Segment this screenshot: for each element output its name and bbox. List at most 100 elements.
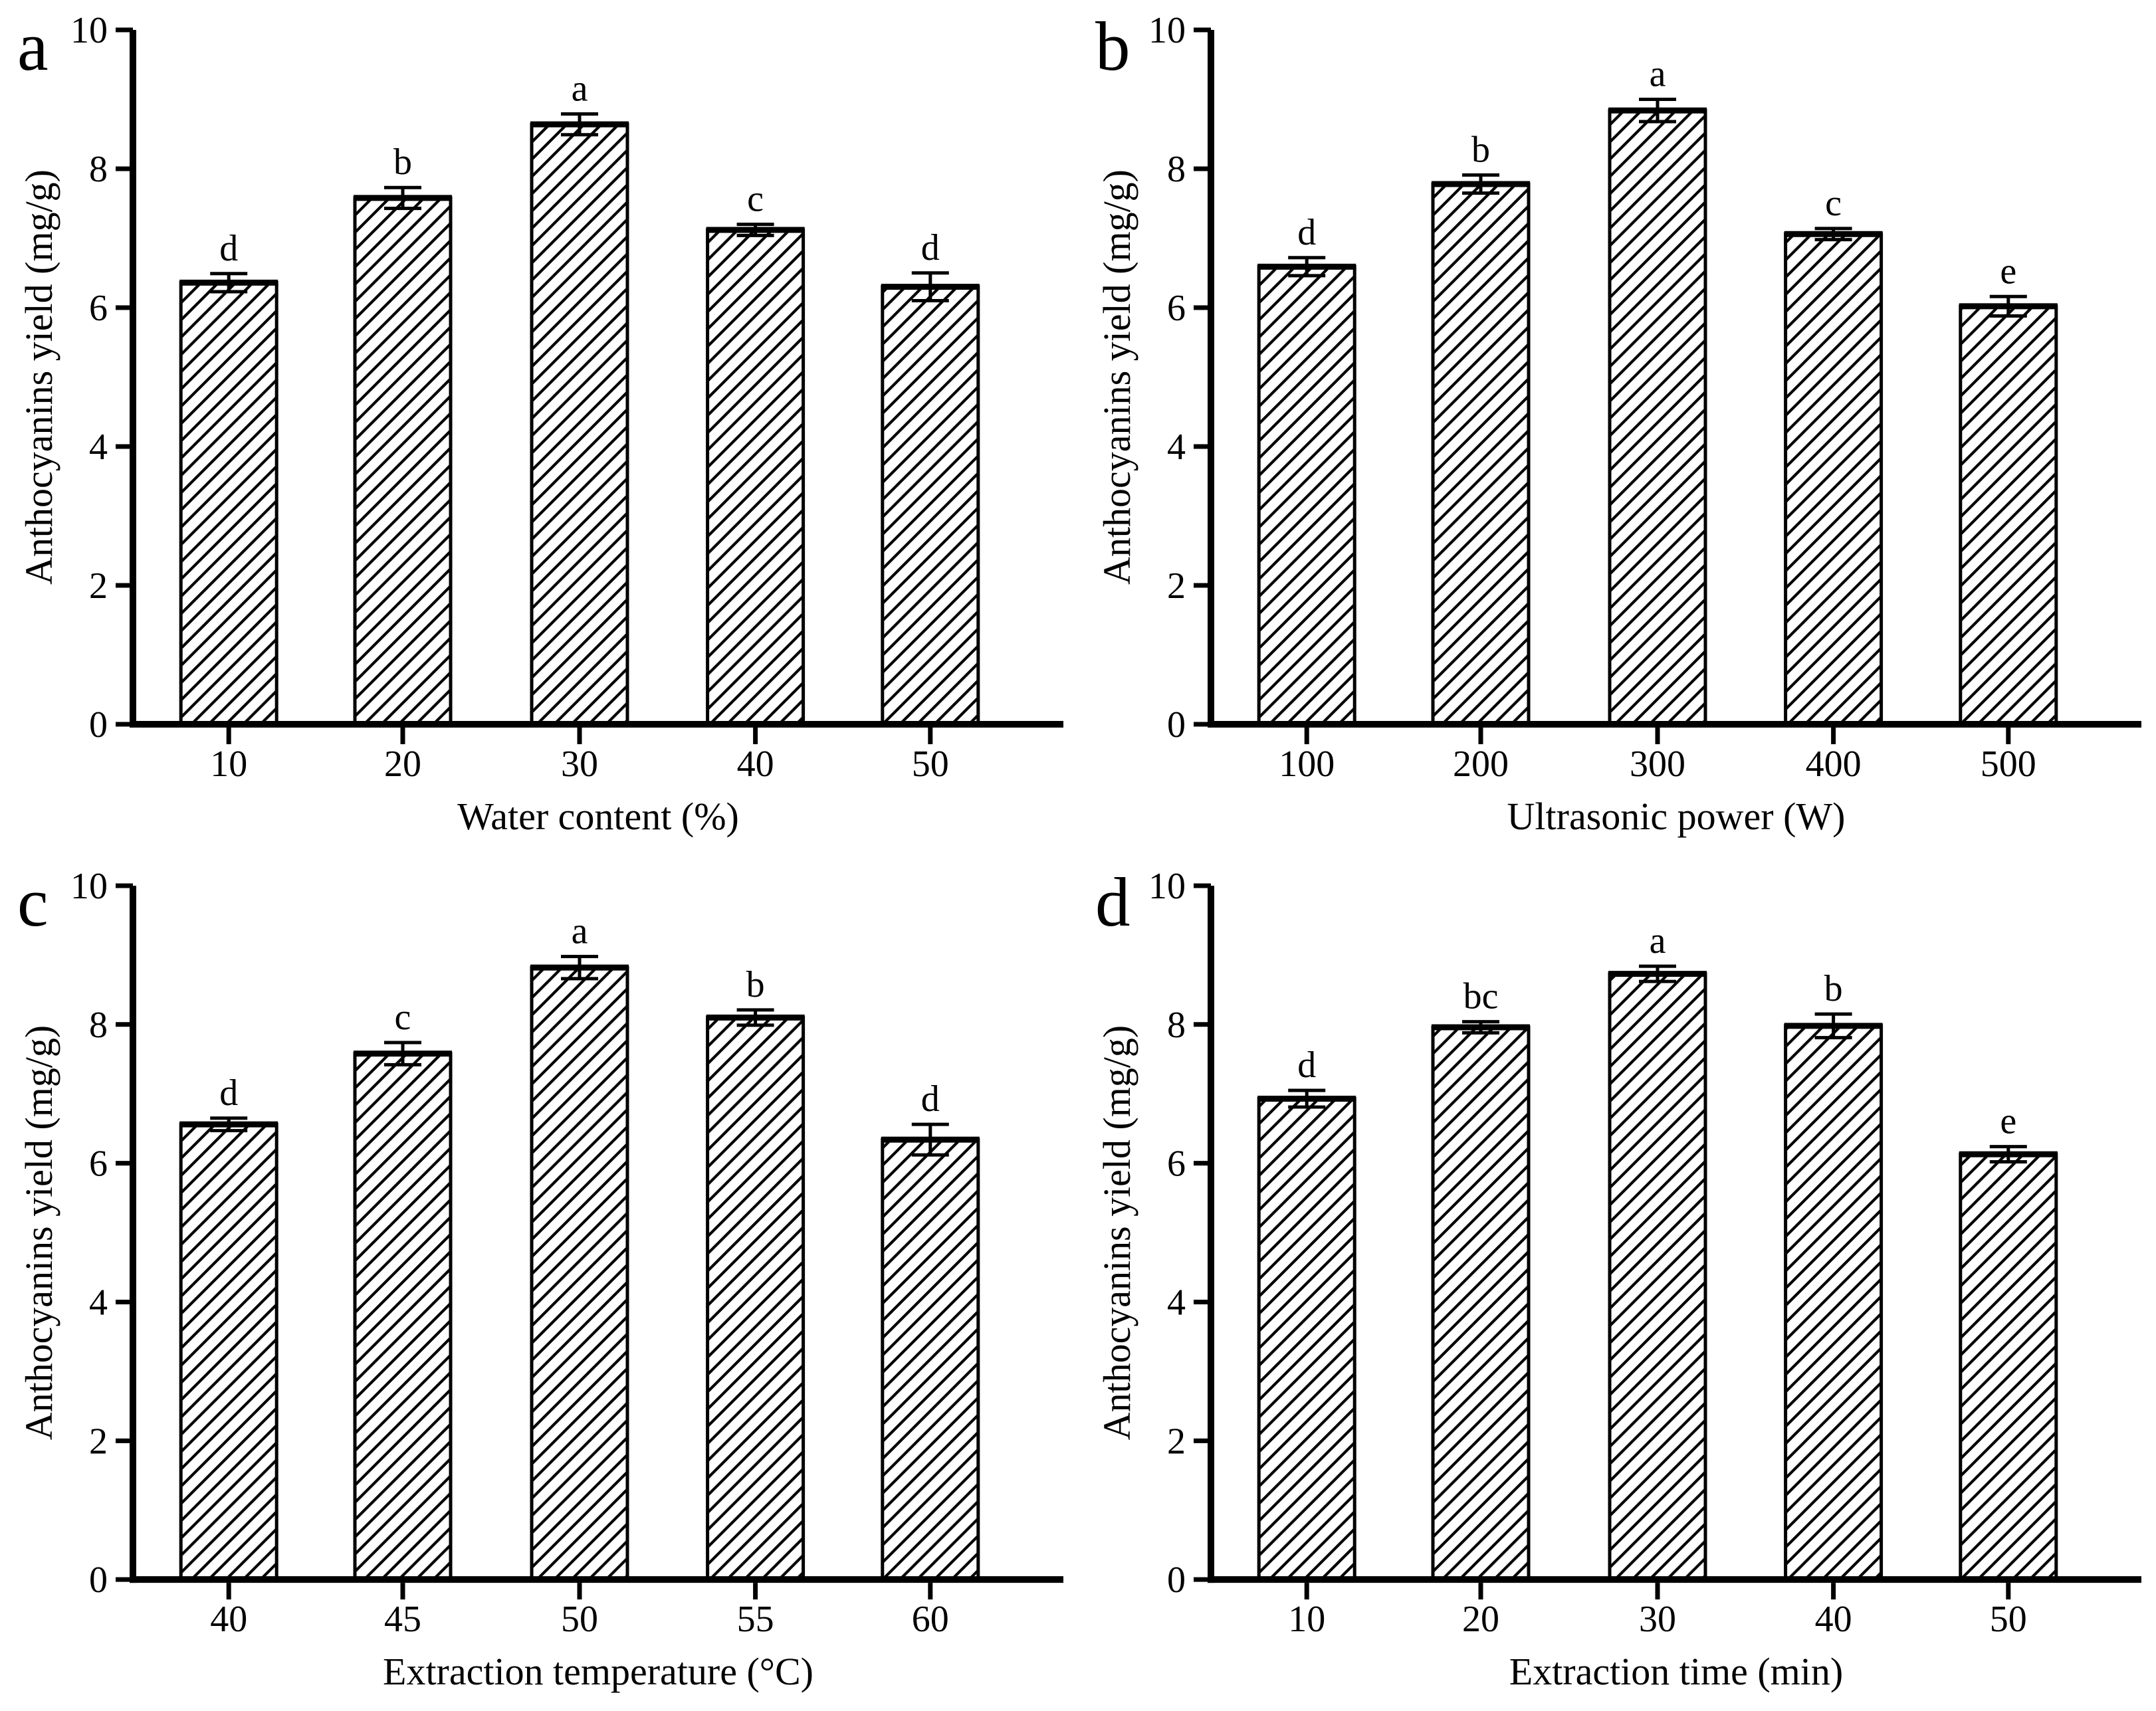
sig-letter: a (1650, 920, 1666, 961)
bar-30 (530, 122, 629, 726)
sig-letter: b (746, 964, 765, 1005)
sig-letter: b (393, 142, 412, 183)
panel-d-chart: d bc a b e 0 2 4 6 8 10 10 20 30 40 50 Extraction time (… (1095, 863, 2141, 1693)
bar-20 (1431, 1025, 1531, 1581)
panel-b: d b a c e 0 2 4 6 8 10 100 200 300 400 500 Ultrasonic po… (1078, 0, 2156, 856)
y-tick-label: 4 (1167, 427, 1186, 468)
x-tick-label: 55 (737, 1599, 774, 1640)
bar-group-30: a (1608, 920, 1707, 1581)
bar-30 (1608, 972, 1707, 1581)
y-tick-label: 6 (89, 288, 108, 329)
sig-letter: c (1825, 183, 1842, 224)
x-tick-label: 30 (561, 744, 598, 785)
y-tick-label: 0 (89, 704, 108, 746)
bar-group-400: c (1784, 183, 1884, 726)
bar-group-40: b (1784, 968, 1884, 1581)
y-tick-label: 2 (89, 565, 108, 607)
sig-letter: a (572, 68, 588, 109)
sig-letter: bc (1463, 976, 1499, 1017)
sig-letter: a (572, 911, 588, 952)
y-tick-label: 8 (89, 149, 108, 190)
panel-d: d bc a b e 0 2 4 6 8 10 10 20 30 40 50 Extraction time (… (1078, 856, 2156, 1711)
y-tick-label: 0 (1167, 704, 1186, 746)
x-tick-label: 50 (561, 1599, 598, 1640)
panel-a-chart: d b a c d 0 2 4 6 8 10 10 20 30 40 50 Water content (%) A… (17, 7, 1063, 838)
bar-group-40: c (706, 179, 806, 726)
panel-c: d c a b d 0 2 4 6 8 10 40 45 50 55 60 Extraction tempera… (0, 856, 1078, 1711)
sig-letter: d (219, 228, 238, 269)
x-axis-title: Extraction time (min) (1509, 1650, 1843, 1693)
bar-45 (353, 1052, 453, 1581)
bar-group-20: b (353, 142, 453, 726)
sig-letter: b (1824, 968, 1843, 1009)
y-tick-label: 4 (89, 427, 108, 468)
bar-group-10: d (1257, 1045, 1356, 1581)
bar-group-40: d (179, 1072, 278, 1581)
sig-letter: d (921, 1078, 940, 1120)
bar-60 (881, 1138, 980, 1581)
panel-letter: a (17, 7, 49, 85)
panel-a: d b a c d 0 2 4 6 8 10 10 20 30 40 50 Water content (%) A… (0, 0, 1078, 856)
panel-letter: b (1095, 7, 1131, 85)
bar-group-20: bc (1431, 976, 1531, 1581)
x-tick-label: 50 (912, 744, 949, 785)
y-tick-label: 0 (1167, 1560, 1186, 1601)
y-tick-label: 4 (1167, 1282, 1186, 1323)
x-tick-label: 30 (1639, 1599, 1676, 1640)
sig-letter: b (1471, 129, 1490, 170)
y-tick-label: 2 (1167, 1421, 1186, 1462)
y-tick-label: 10 (1148, 10, 1186, 51)
x-tick-label: 45 (384, 1599, 421, 1640)
sig-letter: d (921, 227, 940, 268)
x-axis-title: Water content (%) (457, 795, 739, 838)
bar-500 (1959, 304, 2058, 726)
y-tick-label: 8 (1167, 149, 1186, 190)
bar-group-45: c (353, 997, 453, 1581)
panel-c-chart: d c a b d 0 2 4 6 8 10 40 45 50 55 60 Extraction tempera… (17, 863, 1063, 1693)
x-tick-label: 20 (1462, 1599, 1499, 1640)
x-tick-label: 400 (1806, 744, 1862, 785)
bar-100 (1257, 264, 1356, 726)
bar-40 (179, 1122, 278, 1581)
x-tick-label: 300 (1630, 744, 1685, 785)
y-axis-title: Anthocyanins yield (mg/g) (17, 169, 60, 585)
y-axis-title: Anthocyanins yield (mg/g) (17, 1025, 60, 1440)
sig-letter: d (219, 1072, 238, 1114)
y-tick-label: 6 (89, 1144, 108, 1185)
y-tick-label: 2 (1167, 565, 1186, 607)
x-axis-title: Ultrasonic power (W) (1507, 795, 1846, 838)
bar-400 (1784, 232, 1884, 726)
bar-50 (530, 965, 629, 1581)
bar-group-300: a (1608, 54, 1707, 726)
x-tick-label: 10 (1288, 1599, 1325, 1640)
x-tick-label: 50 (1990, 1599, 2027, 1640)
sig-letter: e (2000, 1101, 2016, 1142)
sig-letter: a (1650, 54, 1666, 95)
y-tick-label: 10 (70, 866, 108, 907)
y-tick-label: 2 (89, 1421, 108, 1462)
bar-group-60: d (881, 1078, 980, 1581)
y-axis-title: Anthocyanins yield (mg/g) (1095, 1025, 1138, 1440)
x-tick-label: 500 (1981, 744, 2036, 785)
bar-group-50: d (881, 227, 980, 726)
x-tick-label: 100 (1279, 744, 1335, 785)
bar-50 (1959, 1152, 2058, 1581)
panel-b-chart: d b a c e 0 2 4 6 8 10 100 200 300 400 500 Ultrasonic po… (1095, 7, 2141, 838)
bar-group-100: d (1257, 212, 1356, 726)
bar-group-500: e (1959, 251, 2058, 726)
y-tick-label: 10 (1148, 866, 1186, 907)
bar-group-10: d (179, 228, 278, 726)
x-tick-label: 20 (384, 744, 421, 785)
x-tick-label: 10 (210, 744, 247, 785)
bar-group-50: a (530, 911, 629, 1581)
bar-group-200: b (1431, 129, 1531, 726)
bar-10 (1257, 1097, 1356, 1581)
bar-55 (706, 1015, 806, 1581)
panel-letter: c (17, 863, 49, 941)
bar-group-55: b (706, 964, 806, 1581)
sig-letter: d (1297, 212, 1316, 253)
sig-letter: c (395, 997, 411, 1038)
bar-40 (1784, 1024, 1884, 1581)
x-tick-label: 40 (210, 1599, 247, 1640)
